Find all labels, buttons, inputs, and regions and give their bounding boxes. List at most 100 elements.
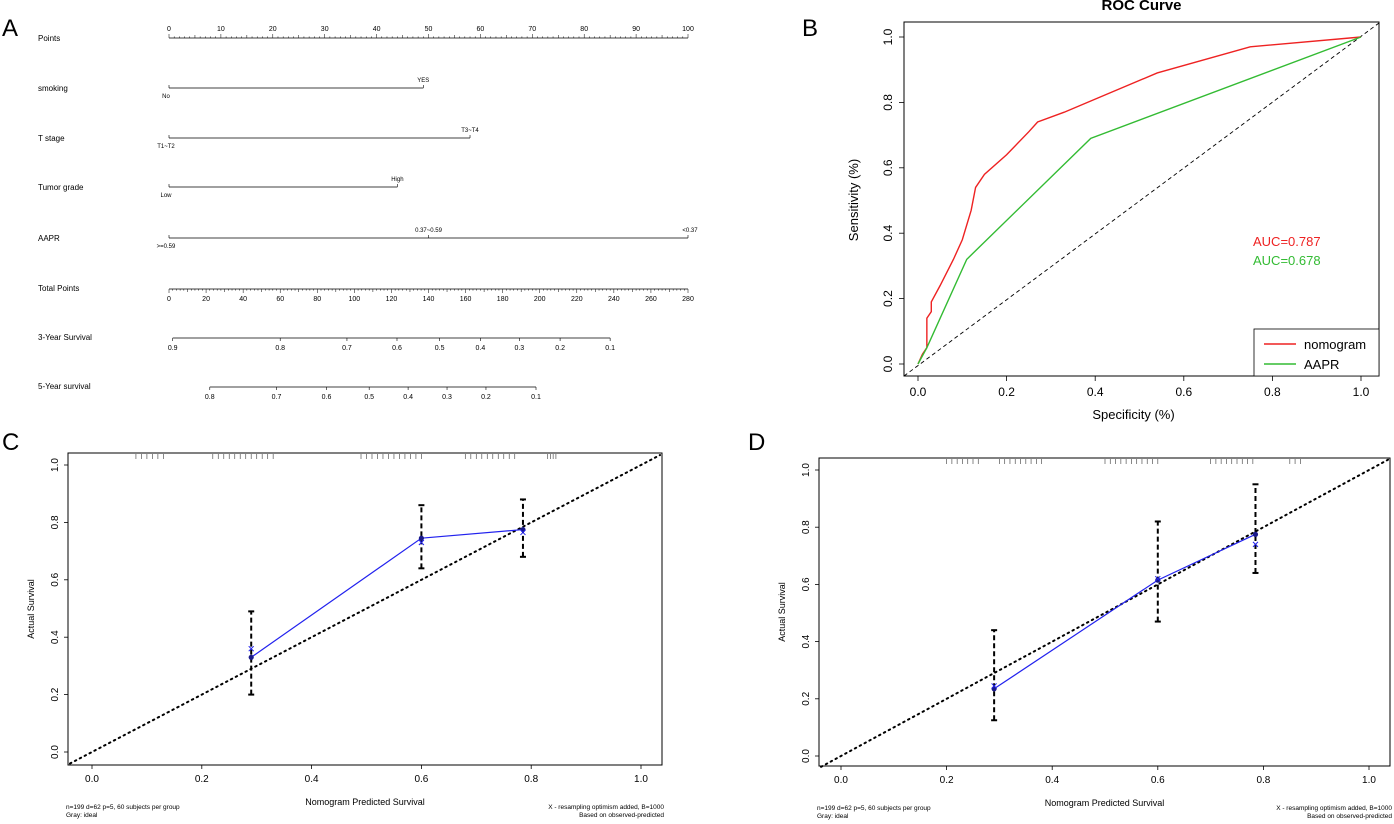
- calibration-footnote-right: X - resampling optimism added, B=1000: [1276, 805, 1392, 812]
- variable-level-label: 0.37~0.59: [415, 228, 443, 234]
- points-tick-label: 20: [269, 26, 277, 33]
- roc-title: ROC Curve: [1101, 0, 1181, 14]
- total-points-axis-label: Total Points: [38, 284, 79, 293]
- roc-legend-label: nomogram: [1304, 337, 1366, 352]
- calibration-y-tick-label: 0.2: [801, 691, 812, 705]
- total-points-tick-label: 100: [349, 296, 361, 303]
- survival-tick-label: 0.2: [481, 394, 491, 401]
- calibration-x-tick-label: 0.6: [1151, 775, 1165, 786]
- calibration-y-tick-label: 0.0: [801, 749, 812, 763]
- total-points-tick-label: 220: [571, 296, 583, 303]
- total-points-tick-label: 240: [608, 296, 620, 303]
- calibration-corrected-mark: [1252, 541, 1259, 548]
- total-points-tick-label: 280: [682, 296, 694, 303]
- roc-series-nomogram-line: [917, 36, 1362, 365]
- survival-tick-label: 0.7: [272, 394, 282, 401]
- calibration-footnote-left: n=199 d=62 p=5, 60 subjects per group: [66, 804, 180, 811]
- calibration-y-tick-label: 0.2: [50, 687, 61, 701]
- total-points-tick-label: 260: [645, 296, 657, 303]
- survival-tick-label: 0.2: [555, 345, 565, 352]
- total-points-tick-label: 60: [276, 296, 284, 303]
- total-points-tick-label: 160: [460, 296, 472, 303]
- calibration-observed-point: [991, 686, 997, 692]
- roc-panel: ROC Curve 0.0 0.0 0.2 0.2 0.4 0.4 0.6 0.6 0.8 0.8 1…: [846, 0, 1380, 422]
- total-points-tick-label: 80: [313, 296, 321, 303]
- roc-legend-label: AAPR: [1304, 357, 1339, 372]
- variable-level-label: High: [391, 177, 403, 183]
- variable-level-label: T1~T2: [157, 144, 175, 150]
- calibration-x-tick-label: 0.8: [524, 774, 538, 785]
- calibration-y-tick-label: 0.4: [801, 634, 812, 648]
- variable-level-label: >=0.59: [157, 244, 176, 250]
- variable-level-label: Low: [160, 193, 172, 199]
- calibration-x-axis-label: Nomogram Predicted Survival: [1045, 798, 1165, 808]
- roc-y-tick-label: 0.0: [881, 355, 895, 372]
- calibration-corrected-mark: [991, 683, 997, 689]
- calibration-ideal-line: [69, 454, 661, 765]
- total-points-tick-label: 200: [534, 296, 546, 303]
- roc-diagonal-line: [903, 22, 1380, 377]
- roc-x-axis-label: Specificity (%): [1092, 407, 1174, 422]
- roc-legend-box: [1253, 328, 1380, 377]
- survival-tick-label: 0.4: [403, 394, 413, 401]
- calibration-y-tick-label: 1.0: [801, 463, 812, 477]
- points-tick-label: 0: [167, 26, 171, 33]
- panel-label-c: C: [2, 429, 19, 456]
- calibration-corrected-mark: [1154, 575, 1161, 582]
- calibration-x-axis-label: Nomogram Predicted Survival: [305, 797, 425, 807]
- points-tick-label: 40: [373, 26, 381, 33]
- roc-auc-annotation-nomogram: AUC=0.787: [1253, 234, 1321, 249]
- calibration-observed-line: [993, 533, 1256, 690]
- survival-tick-label: 0.5: [435, 345, 445, 352]
- total-points-tick-label: 140: [423, 296, 435, 303]
- survival-tick-label: 0.1: [531, 394, 541, 401]
- survival-tick-label: 0.6: [392, 345, 402, 352]
- variable-level-label: YES: [417, 78, 429, 84]
- calibration-y-tick-label: 1.0: [50, 458, 61, 472]
- total-points-tick-label: 0: [167, 296, 171, 303]
- calibration-corrected-mark: [418, 539, 425, 546]
- roc-y-tick-label: 1.0: [881, 28, 895, 45]
- points-axis-label: Points: [38, 34, 60, 43]
- survival-tick-label: 0.3: [514, 345, 524, 352]
- survival-tick-label: 0.8: [205, 394, 215, 401]
- calibration-y-axis-label: Actual Survival: [777, 582, 787, 642]
- calibration-x-tick-label: 0.6: [414, 774, 428, 785]
- calibration-observed-point: [1252, 531, 1259, 537]
- calibration-panel-d: 0.0 0.0 0.2 0.2 0.4 0.4 0.6 0.6 0.8 0.8 1.0 1.0 Nomo…: [777, 457, 1392, 820]
- calibration-y-tick-label: 0.8: [801, 520, 812, 534]
- calibration-x-tick-label: 0.0: [834, 775, 848, 786]
- calibration-footnote-right: Based on observed-predicted: [579, 812, 664, 819]
- calibration-observed-point: [248, 654, 254, 660]
- survival-tick-label: 0.6: [322, 394, 332, 401]
- survival-tick-label: 0.4: [476, 345, 486, 352]
- total-points-tick-label: 180: [497, 296, 509, 303]
- total-points-tick-label: 20: [202, 296, 210, 303]
- calibration-x-tick-label: 0.0: [85, 774, 99, 785]
- calibration-corrected-mark: [248, 645, 255, 652]
- survival-tick-label: 0.3: [442, 394, 452, 401]
- survival-tick-label: 0.9: [168, 345, 178, 352]
- calibration-x-tick-label: 0.2: [940, 775, 954, 786]
- calibration-footnote-left: Gray: ideal: [66, 812, 98, 819]
- calibration-ideal-line: [820, 458, 1389, 768]
- survival-tick-label: 0.7: [342, 345, 352, 352]
- points-tick-label: 100: [682, 26, 694, 33]
- variable-label: smoking: [38, 84, 68, 93]
- survival-tick-label: 0.8: [275, 345, 285, 352]
- calibration-plot-frame: [818, 457, 1391, 767]
- nomogram-panel: Points 0 10 20 30 40 50 60 70 80 90 100 smoking No YES…: [38, 26, 698, 401]
- roc-x-tick-label: 1.0: [1353, 385, 1370, 399]
- calibration-panel-c: 0.0 0.0 0.2 0.2 0.4 0.4 0.6 0.6 0.8 0.8 1.0 1.0 Nomo…: [26, 452, 664, 819]
- calibration-footnote-right: Based on observed-predicted: [1307, 813, 1392, 820]
- points-tick-label: 60: [477, 26, 485, 33]
- calibration-corrected-mark: [520, 529, 526, 536]
- roc-plot-frame: [903, 21, 1380, 377]
- roc-y-tick-label: 0.8: [881, 94, 895, 111]
- roc-y-tick-label: 0.6: [881, 159, 895, 176]
- roc-x-tick-label: 0.0: [910, 385, 927, 399]
- calibration-observed-point: [418, 535, 424, 541]
- calibration-y-tick-label: 0.4: [50, 630, 61, 644]
- panel-label-d: D: [748, 429, 765, 456]
- points-tick-label: 10: [217, 26, 225, 33]
